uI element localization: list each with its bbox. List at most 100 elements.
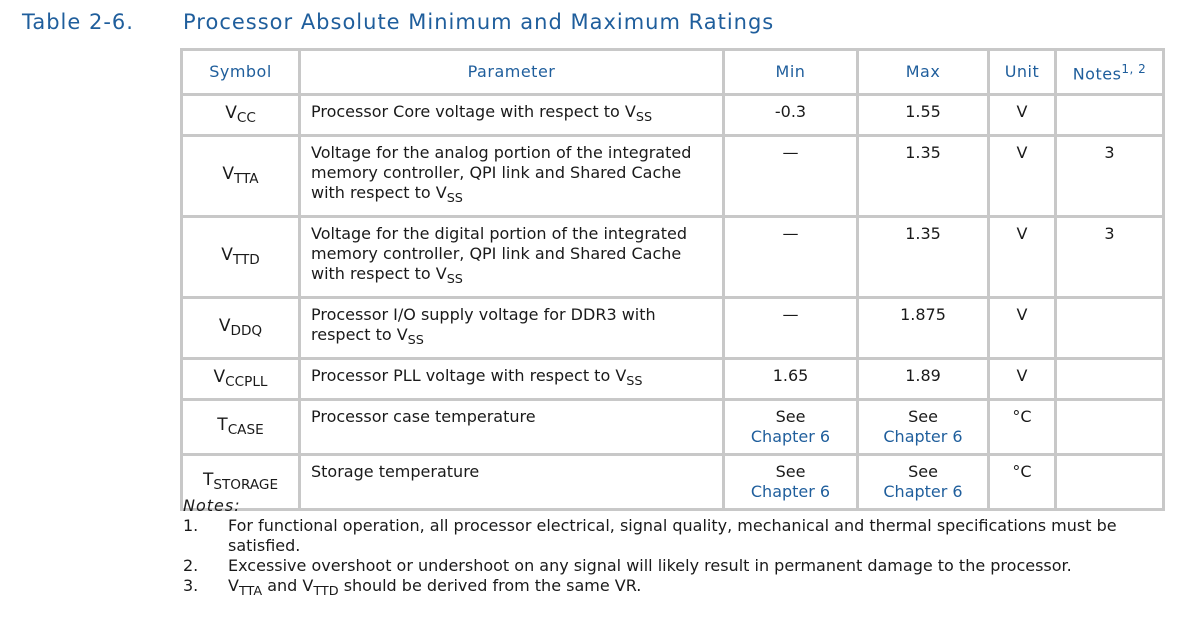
- text: —: [782, 143, 799, 162]
- table-cell: Storage temperature: [298, 453, 725, 511]
- subscript: STORAGE: [213, 476, 279, 493]
- subscript: TTD: [232, 251, 260, 268]
- table-cell: —: [722, 215, 859, 299]
- subscript: SS: [407, 333, 424, 348]
- text: Unit: [1004, 62, 1040, 81]
- link[interactable]: Chapter 6: [883, 427, 963, 446]
- table-row: VCC Processor Core voltage with respect t…: [180, 93, 1165, 137]
- note-item: 3. VTTA and VTTD should be derived from t…: [183, 576, 1173, 602]
- text: Processor PLL voltage with respect to V: [311, 366, 627, 385]
- text: Notes: [1072, 64, 1122, 84]
- text: Storage temperature: [311, 462, 480, 481]
- text: and V: [262, 576, 314, 595]
- text: 1.35: [905, 224, 941, 243]
- text: V: [221, 244, 233, 265]
- text: 1.65: [772, 366, 809, 385]
- caption-label: Table 2-6.: [22, 10, 134, 34]
- table-row: TCASE Processor case temperature See Chapte…: [180, 398, 1165, 456]
- text: See: [775, 407, 806, 426]
- table-cell: -0.3: [722, 93, 859, 137]
- table-row: VCCPLL Processor PLL voltage with respect…: [180, 357, 1165, 401]
- text: V: [1016, 366, 1028, 385]
- text: Excessive overshoot or undershoot on any…: [228, 556, 1072, 575]
- table-cell: V: [987, 134, 1057, 218]
- text: Symbol: [209, 62, 272, 81]
- text: T: [217, 414, 228, 435]
- text: Processor I/O supply voltage for DDR3 wi…: [311, 305, 656, 344]
- subscript: DDQ: [230, 322, 263, 339]
- table-cell: See Chapter 6: [856, 453, 990, 511]
- subscript: CC: [236, 109, 256, 126]
- text: For functional operation, all processor …: [228, 516, 1117, 555]
- text: —: [782, 224, 799, 243]
- table-cell: °C: [987, 398, 1057, 456]
- table-cell: 1.55: [856, 93, 990, 137]
- table-cell: [1054, 93, 1165, 137]
- subscript: SS: [446, 191, 463, 206]
- link[interactable]: Chapter 6: [750, 482, 831, 501]
- table-cell: V: [987, 357, 1057, 401]
- table-caption: Table 2-6. Processor Absolute Minimum an…: [22, 10, 773, 34]
- table-cell: TSTORAGE: [180, 453, 301, 511]
- table-cell: [1054, 296, 1165, 360]
- text: V: [1016, 305, 1028, 324]
- table-cell: 3: [1054, 215, 1165, 299]
- text: V: [225, 102, 237, 123]
- subscript: SS: [446, 272, 463, 287]
- table-cell: VTTA: [180, 134, 301, 218]
- subscript: CASE: [227, 421, 264, 438]
- table-cell: TCASE: [180, 398, 301, 456]
- link[interactable]: Chapter 6: [883, 482, 963, 501]
- column-header: Parameter: [298, 48, 725, 96]
- text: Voltage for the analog portion of the in…: [311, 143, 692, 202]
- text: 1.35: [905, 143, 941, 162]
- column-header: Max: [856, 48, 990, 96]
- note-number: 1.: [183, 516, 199, 535]
- table-cell: 1.35: [856, 215, 990, 299]
- text: —: [782, 305, 799, 324]
- column-header: Unit: [987, 48, 1057, 96]
- table-row: VTTA Voltage for the analog portion of th…: [180, 134, 1165, 218]
- subscript: SS: [635, 110, 653, 125]
- note-number: 3.: [183, 576, 199, 595]
- note-item: 2. Excessive overshoot or undershoot on a…: [183, 556, 1173, 576]
- column-header: Notes1, 2: [1054, 48, 1165, 96]
- table-cell: VCC: [180, 93, 301, 137]
- table-cell: Processor PLL voltage with respect to VS…: [298, 357, 725, 401]
- table-cell: VCCPLL: [180, 357, 301, 401]
- text: V: [1016, 143, 1028, 162]
- table-cell: 1.875: [856, 296, 990, 360]
- text: See: [775, 462, 806, 481]
- subscript: TTA: [234, 170, 259, 187]
- table-cell: 1.65: [722, 357, 859, 401]
- table-cell: °C: [987, 453, 1057, 511]
- table-cell: VDDQ: [180, 296, 301, 360]
- table-cell: —: [722, 296, 859, 360]
- notes: Notes: 1. For functional operation, all p…: [183, 496, 1173, 602]
- table-cell: V: [987, 215, 1057, 299]
- caption-title: Processor Absolute Minimum and Maximum R…: [183, 10, 775, 34]
- column-header: Symbol: [180, 48, 301, 96]
- table-cell: [1054, 357, 1165, 401]
- table-cell: 1.35: [856, 134, 990, 218]
- link[interactable]: Chapter 6: [750, 427, 831, 446]
- text: 1.875: [900, 305, 946, 324]
- text: V: [222, 163, 234, 184]
- table-cell: See Chapter 6: [722, 398, 859, 456]
- note-number: 2.: [183, 556, 199, 575]
- text: V: [218, 315, 231, 336]
- text: See: [908, 407, 938, 426]
- table-cell: Processor case temperature: [298, 398, 725, 456]
- text: V: [1016, 224, 1028, 243]
- table-cell: —: [722, 134, 859, 218]
- table-cell: V: [987, 93, 1057, 137]
- subscript: TTA: [238, 584, 263, 599]
- table-row: VTTD Voltage for the digital portion of t…: [180, 215, 1165, 299]
- text: Min: [775, 62, 806, 81]
- subscript: TTD: [313, 584, 339, 599]
- table-cell: 3: [1054, 134, 1165, 218]
- table-cell: See Chapter 6: [722, 453, 859, 511]
- subscript: CCPLL: [225, 373, 268, 390]
